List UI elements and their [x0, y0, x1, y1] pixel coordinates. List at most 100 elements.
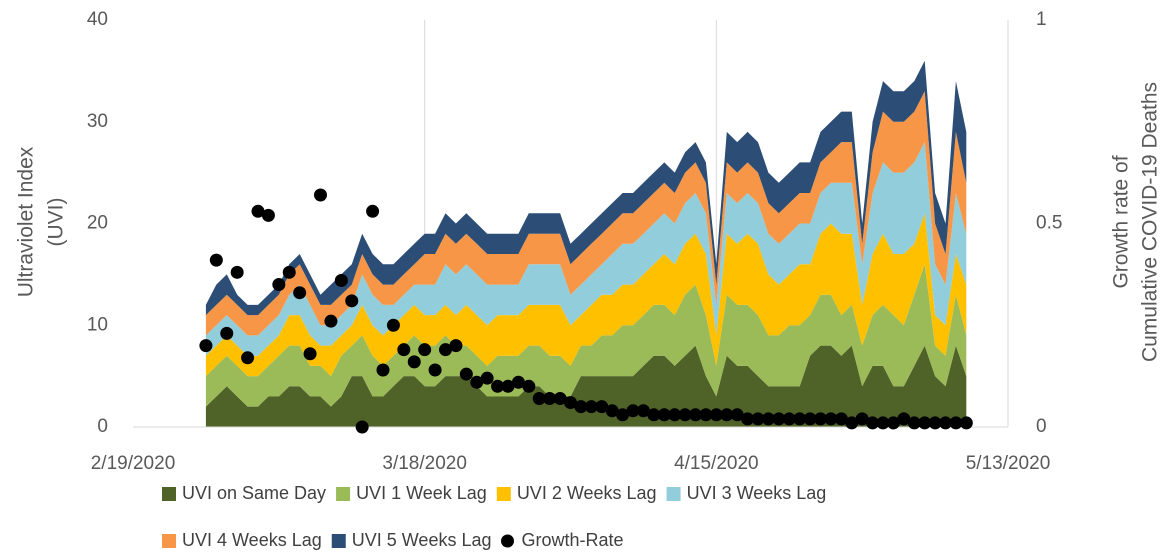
scatter-point: [699, 408, 713, 422]
scatter-point: [407, 355, 421, 369]
legend-swatch: [162, 534, 176, 548]
legend-swatch: [336, 487, 351, 501]
legend-label: UVI 3 Weeks Lag: [687, 483, 827, 503]
scatter-point: [418, 343, 432, 357]
scatter-point: [376, 363, 390, 377]
area: [205, 213, 967, 377]
scatter-point: [272, 278, 286, 292]
scatter-point: [564, 396, 577, 410]
scatter-point: [501, 379, 515, 393]
scatter-point: [886, 416, 900, 430]
scatter-point: [782, 412, 796, 426]
scatter-point: [949, 416, 963, 430]
legend-swatch: [666, 487, 681, 501]
scatter-point: [241, 351, 255, 365]
y-axis-label: Ultraviolet Index: [15, 146, 38, 297]
scatter-point: [824, 412, 838, 426]
legend-swatch: [496, 487, 511, 501]
scatter-point: [220, 326, 234, 340]
scatter-point: [324, 314, 338, 328]
scatter-point: [939, 416, 952, 430]
scatter-point: [741, 412, 755, 426]
y-tick-label: 10: [87, 314, 108, 335]
scatter-point: [855, 412, 869, 426]
x-tick-label: 2/19/2020: [91, 453, 176, 474]
scatter-point: [959, 416, 973, 430]
scatter-point: [345, 294, 359, 308]
scatter-point: [647, 408, 661, 422]
scatter-point: [511, 375, 525, 389]
scatter-point: [626, 404, 640, 418]
legend-label: UVI 2 Weeks Lag: [517, 483, 657, 503]
y2-tick-label: 1: [1036, 9, 1047, 30]
y2-axis-label: Growth rate of: [1110, 155, 1133, 288]
scatter-point: [678, 408, 692, 422]
scatter-point: [761, 412, 775, 426]
y2-axis-label: Cumulative COVID-19 Deaths: [1139, 82, 1162, 362]
scatter-point: [793, 412, 807, 426]
legend-label: UVI 5 Weeks Lag: [352, 530, 492, 550]
scatter-point: [491, 379, 505, 393]
y2-tick-label: 0: [1036, 416, 1047, 437]
scatter-point: [199, 339, 213, 353]
x-tick-label: 5/13/2020: [966, 453, 1051, 474]
area: [205, 264, 967, 407]
scatter-point: [251, 204, 265, 218]
scatter-point: [636, 404, 650, 418]
legend-marker: [501, 534, 514, 548]
scatter-point: [834, 412, 848, 426]
scatter-point: [616, 408, 630, 422]
x-tick-label: 4/15/2020: [674, 453, 759, 474]
scatter-point: [689, 408, 702, 422]
scatter-point: [876, 416, 890, 430]
scatter-point: [303, 347, 317, 361]
scatter-point: [574, 400, 588, 414]
scatter-point: [907, 416, 921, 430]
scatter-point: [480, 371, 494, 385]
scatter-point: [866, 416, 880, 430]
scatter-point: [751, 412, 765, 426]
scatter-point: [553, 392, 567, 406]
scatter-point: [668, 408, 682, 422]
y-tick-label: 0: [97, 416, 108, 437]
scatter-point: [355, 420, 369, 434]
scatter-point: [595, 400, 609, 414]
scatter-point: [709, 408, 723, 422]
scatter-point: [293, 286, 307, 300]
scatter-point: [397, 343, 411, 357]
legend-swatch: [331, 534, 346, 548]
y-tick-label: 30: [87, 111, 108, 132]
area: [205, 142, 967, 356]
y-axis-label: (UVI): [45, 198, 68, 247]
y2-tick-label: 0.5: [1036, 213, 1062, 234]
scatter-point: [459, 367, 473, 381]
scatter-point: [209, 253, 223, 267]
scatter-point: [928, 416, 942, 430]
scatter-point: [439, 343, 452, 357]
scatter-point: [730, 408, 744, 422]
scatter-point: [282, 265, 296, 279]
legend-swatch: [162, 487, 176, 501]
legend-label: Growth-Rate: [522, 530, 624, 550]
scatter-point: [522, 379, 536, 393]
x-tick-label: 3/18/2020: [382, 453, 467, 474]
scatter-point: [314, 188, 327, 202]
scatter-point: [657, 408, 671, 422]
scatter-point: [532, 392, 546, 406]
scatter-point: [803, 412, 817, 426]
scatter-point: [428, 363, 442, 377]
scatter-point: [814, 412, 827, 426]
scatter-point: [543, 392, 557, 406]
scatter-point: [334, 273, 348, 287]
scatter-point: [584, 400, 598, 414]
scatter-point: [845, 416, 859, 430]
scatter-point: [918, 416, 932, 430]
area: [205, 345, 967, 427]
scatter-point: [386, 318, 400, 332]
scatter-point: [720, 408, 734, 422]
y-tick-label: 40: [87, 9, 108, 30]
scatter-point: [897, 412, 911, 426]
scatter-point: [366, 204, 380, 218]
scatter-point: [772, 412, 786, 426]
legend-label: UVI on Same Day: [182, 483, 326, 503]
